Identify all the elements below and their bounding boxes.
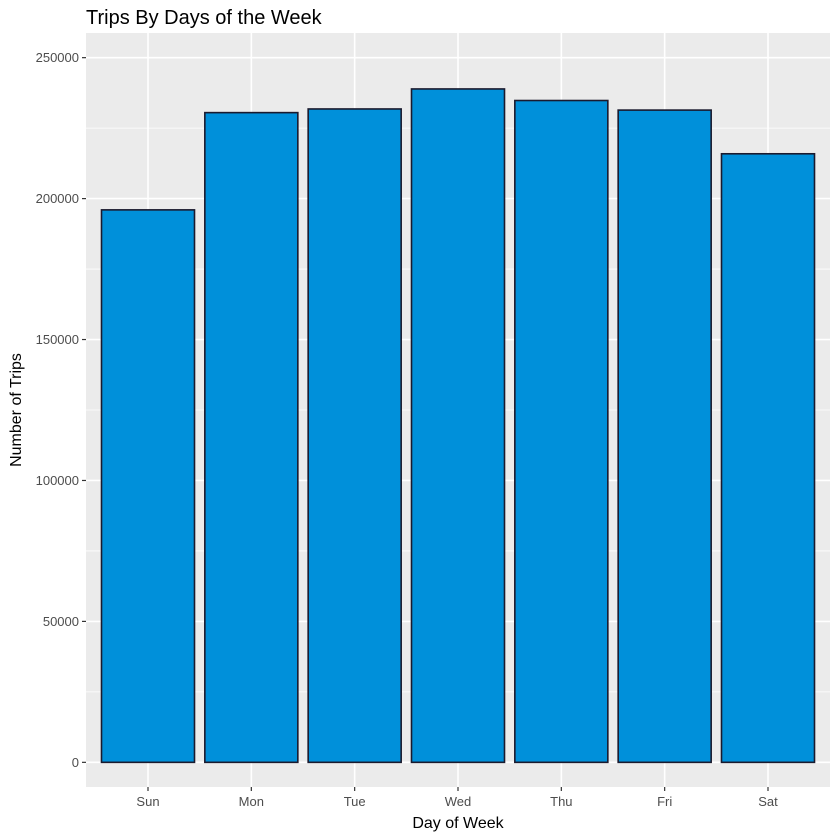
x-axis: Sun Mon Tue Wed Thu Fri Sat (136, 787, 778, 809)
x-tick-label: Sat (758, 794, 778, 809)
bar-mon (204, 111, 299, 764)
y-tick-label: 0 (72, 755, 79, 770)
y-axis-title: Number of Trips (8, 353, 25, 467)
y-tick-label: 50000 (43, 614, 79, 629)
bar-wed (410, 88, 506, 764)
x-axis-title: Day of Week (412, 815, 504, 832)
x-tick-label: Tue (344, 794, 366, 809)
bar-thu (514, 99, 609, 764)
bars (100, 88, 816, 764)
chart-title: Trips By Days of the Week (86, 7, 323, 29)
x-tick-label: Thu (550, 794, 572, 809)
x-tick-label: Sun (136, 794, 159, 809)
y-tick-label: 250000 (36, 50, 79, 65)
bar-tue (307, 108, 402, 764)
x-tick-label: Mon (239, 794, 264, 809)
bar-sat (720, 152, 816, 764)
bar-sun (100, 209, 196, 764)
y-tick-label: 200000 (36, 191, 79, 206)
bar-fri (617, 109, 712, 764)
y-tick-label: 150000 (36, 332, 79, 347)
y-tick-label: 100000 (36, 473, 79, 488)
x-tick-label: Fri (657, 794, 672, 809)
y-axis: 0 50000 100000 150000 200000 250000 (36, 50, 86, 770)
x-tick-label: Wed (445, 794, 472, 809)
